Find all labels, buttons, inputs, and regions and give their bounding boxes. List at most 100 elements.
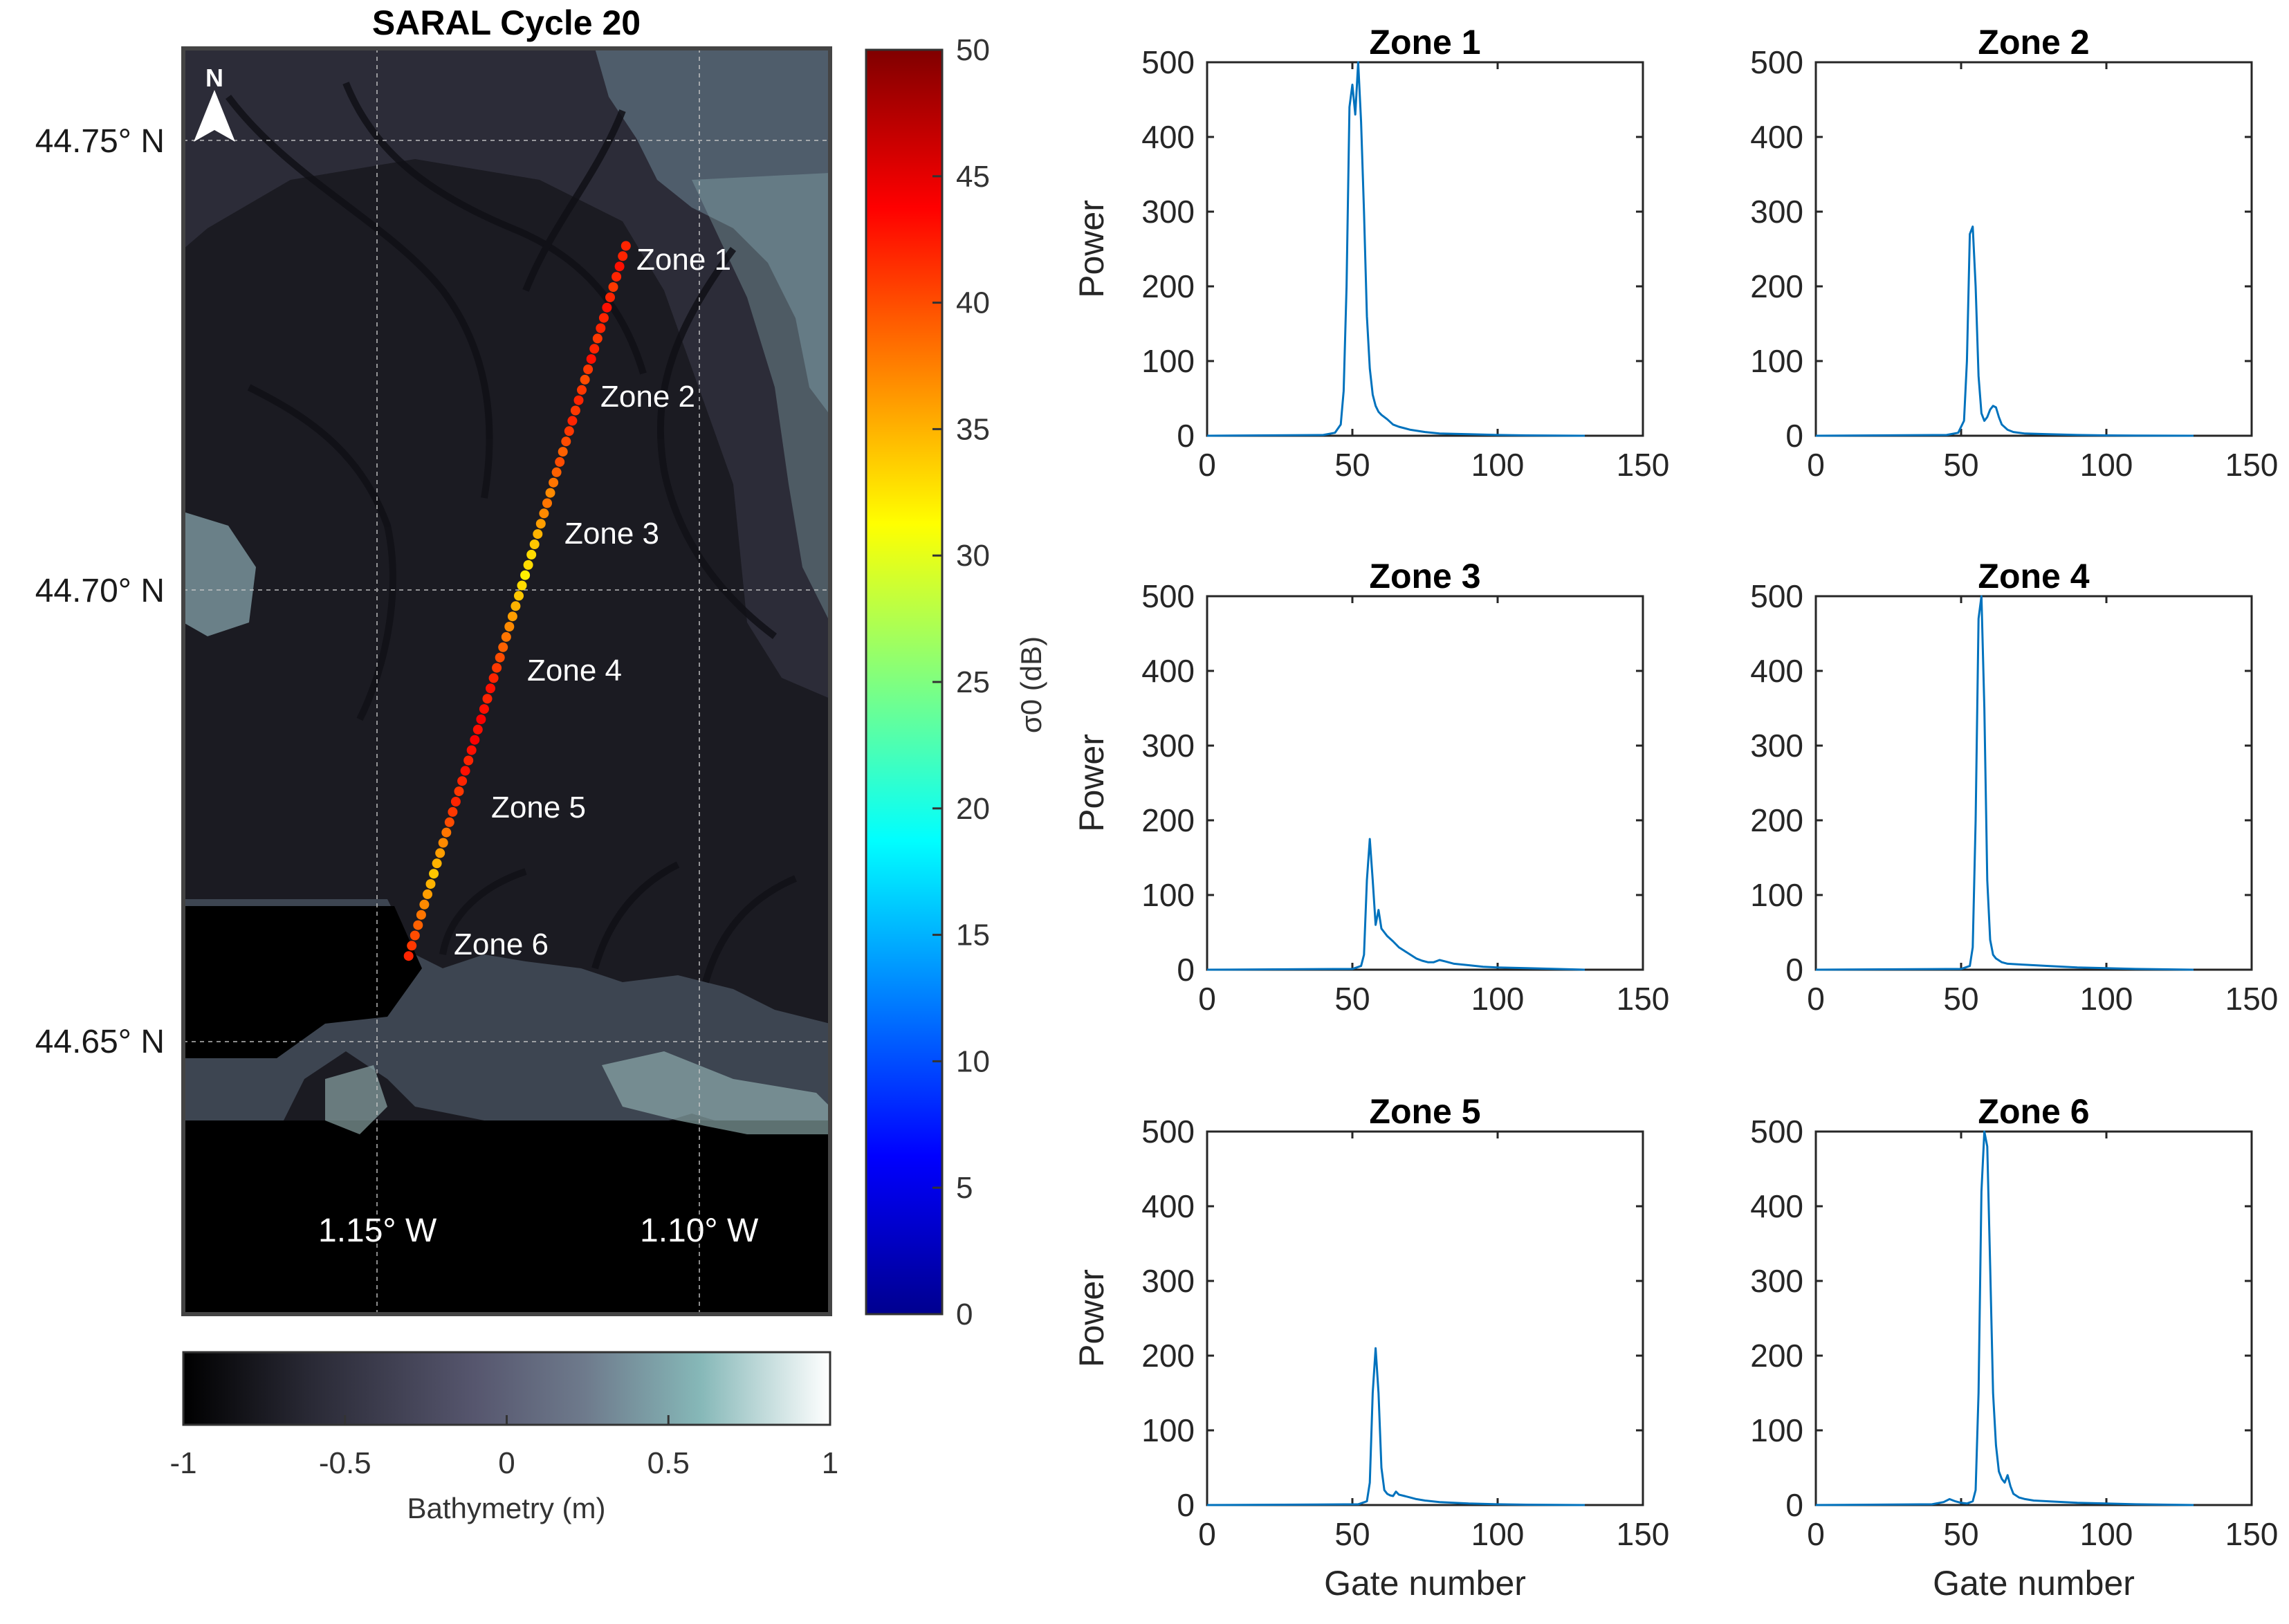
track-point bbox=[486, 683, 495, 694]
track-point bbox=[520, 570, 531, 580]
y-tick-label: 0 bbox=[1785, 1487, 1803, 1523]
x-tick-label: 100 bbox=[2080, 447, 2133, 483]
y-tick-label: 200 bbox=[1750, 268, 1803, 304]
waveform-chart-3: Zone 3 0 50 100 150 0 100 200 300 400 500 Power bbox=[1072, 557, 1669, 1017]
waveform-chart-1: Zone 1 0 50 100 150 0 100 200 300 400 500 Power bbox=[1072, 23, 1669, 483]
bathymetry-tick-label: 1 bbox=[822, 1446, 838, 1480]
y-tick-label: 200 bbox=[1141, 1338, 1195, 1374]
zone-label-6: Zone 6 bbox=[454, 928, 549, 961]
track-point bbox=[535, 519, 546, 529]
x-tick-label: 50 bbox=[1334, 981, 1370, 1017]
zone-label-2: Zone 2 bbox=[600, 380, 695, 414]
track-point bbox=[596, 323, 606, 333]
track-point bbox=[580, 374, 590, 385]
y-axis-label: Power bbox=[1072, 734, 1111, 832]
track-point bbox=[614, 261, 625, 272]
track-point bbox=[482, 694, 493, 704]
track-point bbox=[573, 395, 584, 405]
sigma0-colorbar: 0 5 10 15 20 25 30 35 40 45 50 σ0 (dB) bbox=[865, 33, 1047, 1331]
map-frame bbox=[181, 46, 832, 1316]
track-point bbox=[598, 313, 609, 323]
sigma0-tick-label: 5 bbox=[956, 1171, 973, 1205]
track-point bbox=[460, 766, 470, 776]
y-tick-label: 100 bbox=[1750, 1412, 1803, 1448]
x-tick-label: 150 bbox=[2225, 1516, 2279, 1552]
track-point bbox=[526, 549, 537, 560]
track-point bbox=[425, 879, 436, 889]
y-tick-label: 0 bbox=[1177, 952, 1195, 988]
sigma0-tick-label: 40 bbox=[956, 286, 990, 320]
y-tick-label: 400 bbox=[1141, 119, 1195, 155]
track-point bbox=[444, 817, 454, 827]
x-tick-label: 50 bbox=[1943, 447, 1978, 483]
y-tick-label: 500 bbox=[1141, 1114, 1195, 1150]
sigma0-tick-label: 35 bbox=[956, 412, 990, 446]
track-point bbox=[501, 631, 511, 642]
x-tick-label: 0 bbox=[1198, 981, 1216, 1017]
bathymetry-tick-label: -0.5 bbox=[319, 1446, 371, 1480]
plot-area bbox=[1814, 61, 2253, 437]
y-tick-label: 200 bbox=[1750, 802, 1803, 838]
x-tick-label: 50 bbox=[1334, 1516, 1370, 1552]
y-tick-label: 500 bbox=[1141, 44, 1195, 80]
x-tick-label: 0 bbox=[1807, 981, 1825, 1017]
track-point bbox=[558, 447, 568, 457]
bathymetry-tick-label: 0.5 bbox=[647, 1446, 690, 1480]
y-tick-label: 0 bbox=[1785, 952, 1803, 988]
track-point bbox=[441, 827, 452, 838]
chart-title: Zone 6 bbox=[1978, 1092, 2089, 1131]
track-point bbox=[589, 344, 600, 354]
lat-label-3: 44.65° N bbox=[35, 1024, 165, 1060]
track-point bbox=[555, 456, 565, 467]
x-tick-label: 150 bbox=[1617, 447, 1670, 483]
track-point bbox=[605, 292, 615, 302]
zone-label-1: Zone 1 bbox=[636, 243, 731, 277]
x-tick-label: 0 bbox=[1807, 447, 1825, 483]
sigma0-tick-label: 20 bbox=[956, 792, 990, 826]
track-point bbox=[602, 302, 612, 313]
y-tick-label: 400 bbox=[1141, 653, 1195, 689]
track-point bbox=[618, 251, 628, 261]
plot-area bbox=[1814, 1130, 2253, 1506]
track-point bbox=[542, 498, 552, 508]
sigma0-tick-label: 10 bbox=[956, 1044, 990, 1078]
chart-title: Zone 1 bbox=[1369, 23, 1480, 62]
track-point bbox=[479, 704, 489, 714]
track-point bbox=[517, 580, 527, 591]
y-tick-label: 100 bbox=[1141, 877, 1195, 913]
waveform-line bbox=[1206, 838, 1585, 971]
bathymetry-label: Bathymetry (m) bbox=[407, 1492, 605, 1524]
track-point bbox=[450, 797, 461, 806]
track-point bbox=[423, 889, 432, 899]
svg-text:N: N bbox=[205, 64, 223, 92]
chart-title: Zone 5 bbox=[1369, 1092, 1480, 1131]
chart-title: Zone 3 bbox=[1369, 557, 1480, 596]
zone-label-3: Zone 3 bbox=[564, 517, 659, 551]
track-point bbox=[438, 838, 448, 848]
x-tick-label: 150 bbox=[2225, 981, 2279, 1017]
sigma0-tick-label: 25 bbox=[956, 665, 990, 699]
track-point bbox=[435, 848, 445, 858]
track-point bbox=[410, 930, 420, 941]
y-tick-label: 300 bbox=[1750, 728, 1803, 764]
map-title: SARAL Cycle 20 bbox=[372, 3, 641, 42]
x-tick-label: 100 bbox=[2080, 981, 2133, 1017]
lon-label-2: 1.10° W bbox=[640, 1212, 759, 1249]
track-point bbox=[545, 488, 555, 498]
sigma0-tick-label: 15 bbox=[956, 919, 990, 952]
ground-track bbox=[403, 241, 631, 961]
track-point bbox=[504, 622, 515, 631]
track-point bbox=[429, 869, 439, 879]
y-tick-label: 0 bbox=[1785, 418, 1803, 454]
y-tick-label: 300 bbox=[1750, 1263, 1803, 1299]
x-tick-label: 100 bbox=[1471, 447, 1525, 483]
x-tick-label: 50 bbox=[1943, 981, 1978, 1017]
x-axis-label: Gate number bbox=[1324, 1564, 1526, 1603]
track-point bbox=[507, 611, 517, 622]
y-axis-label: Power bbox=[1072, 200, 1111, 298]
track-point bbox=[549, 477, 559, 488]
track-point bbox=[495, 652, 505, 663]
track-point bbox=[466, 745, 477, 755]
waveform-line bbox=[1815, 1130, 2194, 1506]
